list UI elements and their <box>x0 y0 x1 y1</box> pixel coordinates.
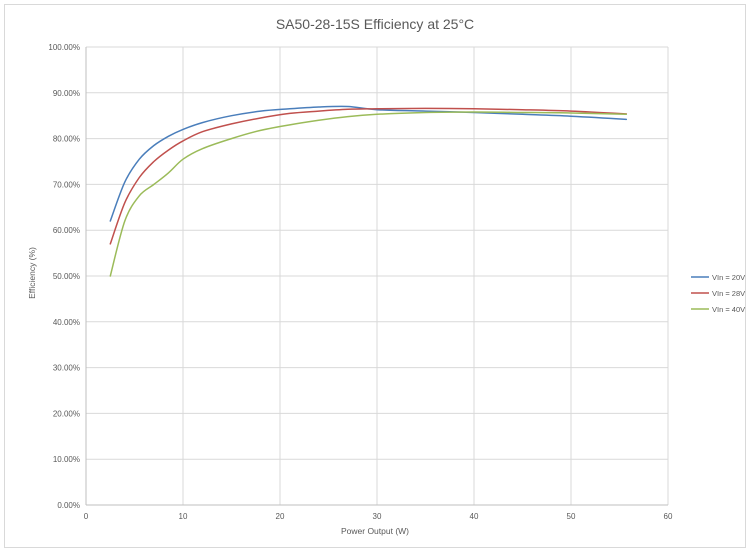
tick-labels: 0.00% 10.00% 20.00% 30.00% 40.00% 50.00% 60.00… <box>48 43 673 521</box>
y-axis-label: Efficiency (%) <box>27 247 37 299</box>
x-tick-label: 20 <box>276 512 285 521</box>
x-tick-label: 50 <box>567 512 576 521</box>
x-axis-label: Power Output (W) <box>341 526 409 536</box>
x-tick-label: 10 <box>179 512 188 521</box>
series-lines <box>109 105 628 277</box>
x-tick-label: 60 <box>664 512 673 521</box>
legend: VIn = 20V VIn = 28V VIn = 40V <box>691 273 745 314</box>
y-tick-label: 60.00% <box>53 226 80 235</box>
x-tick-label: 0 <box>84 512 89 521</box>
y-tick-label: 70.00% <box>53 180 80 189</box>
legend-entry-label: VIn = 20V <box>712 273 745 282</box>
gridlines <box>86 46 669 505</box>
y-tick-label: 90.00% <box>53 89 80 98</box>
y-tick-label: 80.00% <box>53 135 80 144</box>
y-tick-label: 40.00% <box>53 318 80 327</box>
y-tick-label: 0.00% <box>57 501 80 510</box>
series-line-3 <box>109 111 628 277</box>
legend-entry-label: VIn = 28V <box>712 289 745 298</box>
axes <box>85 47 668 506</box>
x-tick-label: 30 <box>373 512 382 521</box>
y-tick-label: 100.00% <box>48 43 80 52</box>
efficiency-line-chart: SA50-28-15S Efficiency at 25°C 0.00% 10.0… <box>27 16 745 536</box>
chart-frame: SA50-28-15S Efficiency at 25°C 0.00% 10.0… <box>4 4 746 548</box>
y-tick-label: 10.00% <box>53 455 80 464</box>
series-line-2 <box>109 107 628 245</box>
y-tick-label: 20.00% <box>53 409 80 418</box>
series-line-1 <box>109 105 628 222</box>
chart-title: SA50-28-15S Efficiency at 25°C <box>276 16 474 32</box>
y-tick-label: 30.00% <box>53 364 80 373</box>
legend-entry-label: VIn = 40V <box>712 305 745 314</box>
y-tick-label: 50.00% <box>53 272 80 281</box>
x-tick-label: 40 <box>470 512 479 521</box>
